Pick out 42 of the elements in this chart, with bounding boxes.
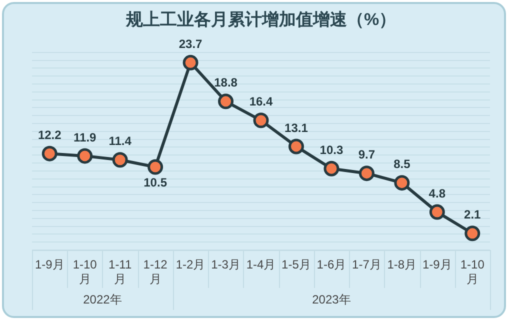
point xyxy=(464,226,480,242)
x-tick-label: 1-9月 xyxy=(34,258,64,272)
point xyxy=(77,148,93,164)
data-label: 13.1 xyxy=(284,120,308,135)
data-label: 16.4 xyxy=(249,94,273,109)
data-label: 2.1 xyxy=(464,208,482,222)
x-tick-label: 1-6月 xyxy=(316,258,346,272)
x-tick-label: 1-7月 xyxy=(352,258,382,272)
x-tick-label: 1-11月 xyxy=(108,258,132,286)
point xyxy=(42,146,58,162)
point xyxy=(112,152,128,168)
data-label: 11.9 xyxy=(73,130,97,144)
point xyxy=(324,160,340,176)
data-label: 4.8 xyxy=(428,186,446,200)
data-label: 9.7 xyxy=(358,148,376,162)
point xyxy=(253,112,269,128)
data-label: 12.2 xyxy=(38,128,62,142)
data-label: 10.5 xyxy=(144,175,168,190)
x-tick-label: 1-9月 xyxy=(422,258,452,272)
x-tick-label: 1-10月 xyxy=(72,258,98,286)
point xyxy=(182,54,198,70)
x-tick-label: 1-8月 xyxy=(387,258,417,272)
data-label: 23.7 xyxy=(178,36,203,51)
point xyxy=(429,204,445,220)
x-tick-label: 1-10月 xyxy=(460,258,485,286)
text: 2022年 xyxy=(83,292,122,306)
x-tick-label: 1-2月 xyxy=(176,258,206,272)
point xyxy=(288,138,304,154)
chart-title: 规上工业各月累计增加值增速（%） xyxy=(124,10,396,29)
x-tick-label: 1-5月 xyxy=(282,258,311,272)
x-tick-label: 1-3月 xyxy=(211,258,240,272)
point xyxy=(358,166,374,182)
x-tick-label: 1-4月 xyxy=(246,258,276,272)
data-label: 18.8 xyxy=(214,76,238,90)
data-label: 10.3 xyxy=(320,142,344,157)
point xyxy=(394,175,410,191)
point xyxy=(218,94,234,110)
x-tick-label: 1-12月 xyxy=(143,258,168,286)
point xyxy=(148,159,164,175)
data-label: 8.5 xyxy=(394,157,411,172)
data-label: 11.4 xyxy=(108,134,132,148)
text: 2023年 xyxy=(312,292,351,306)
